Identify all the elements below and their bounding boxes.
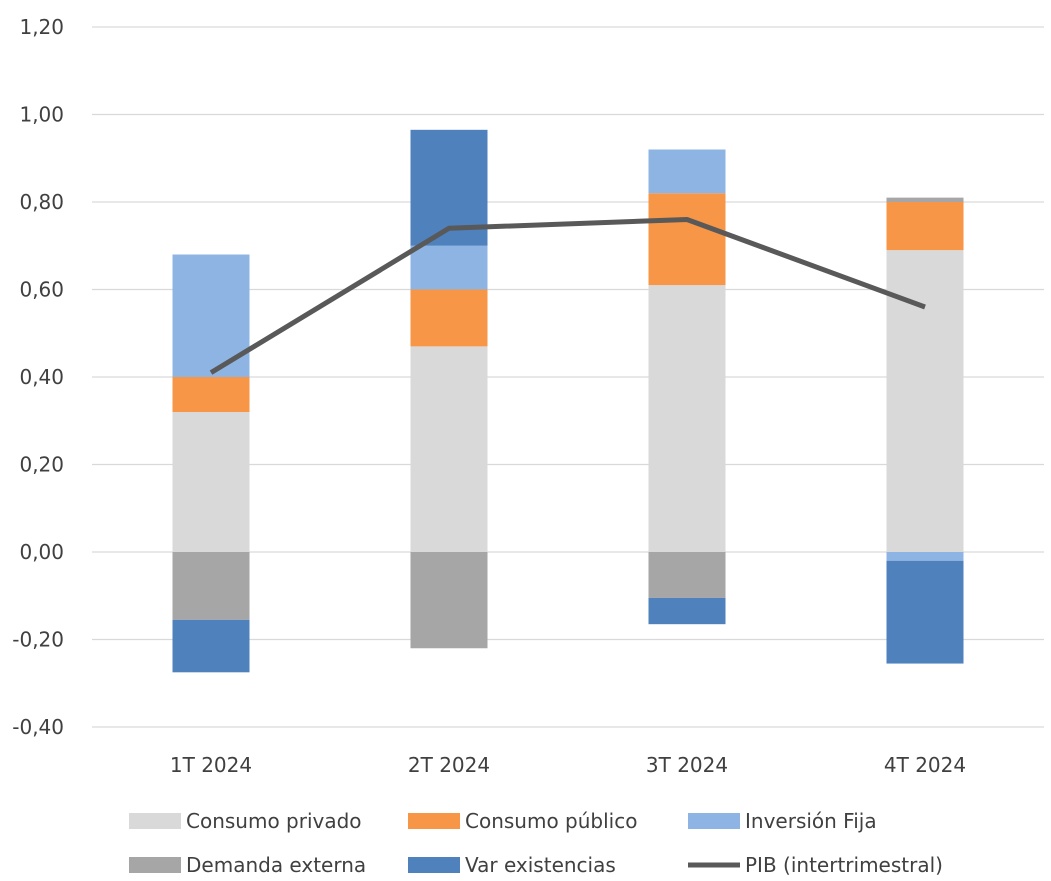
- y-tick-label: 1,20: [19, 15, 64, 39]
- legend-swatch-var-existencias: [408, 857, 460, 873]
- bar-segment-var-existencias: [172, 619, 250, 673]
- bar-segment-inversion-fija: [886, 552, 964, 561]
- y-axis-tick-labels: -0,40 -0,20 0,00 0,20 0,40 0,60 0,80 1,00 1,20: [12, 15, 64, 739]
- bar-segment-consumo-publico: [410, 289, 488, 347]
- legend-swatch-consumo-privado: [129, 813, 181, 829]
- gdp-line-series: [209, 217, 926, 375]
- legend-swatch-consumo-publico: [408, 813, 460, 829]
- bar-segment-demanda-externa: [886, 197, 964, 202]
- legend-label-demanda-externa: Demanda externa: [186, 853, 366, 877]
- y-tick-label: 1,00: [19, 103, 64, 127]
- bar-segment-var-existencias: [886, 560, 964, 664]
- legend-label-inversion-fija: Inversión Fija: [745, 809, 877, 833]
- bar-segment-inversion-fija: [410, 245, 488, 290]
- x-tick-label: 2T 2024: [408, 753, 490, 777]
- bar-segment-consumo-privado: [886, 250, 964, 552]
- y-tick-label: 0,40: [19, 365, 64, 389]
- stacked-bars: [172, 129, 964, 673]
- bar-segment-demanda-externa: [172, 552, 250, 620]
- y-tick-label: 0,80: [19, 190, 64, 214]
- legend-label-pib-intertrimestral: PIB (intertrimestral): [745, 853, 943, 877]
- gridlines: [92, 26, 1044, 728]
- x-axis-tick-labels: 1T 2024 2T 2024 3T 2024 4T 2024: [170, 753, 966, 777]
- bar-segment-inversion-fija: [648, 149, 726, 194]
- bar-segment-consumo-publico: [648, 193, 726, 286]
- bar-segment-demanda-externa: [410, 552, 488, 649]
- legend-label-consumo-publico: Consumo público: [465, 809, 637, 833]
- bar-segment-consumo-publico: [172, 377, 250, 412]
- y-tick-label: 0,60: [19, 278, 64, 302]
- bar-segment-var-existencias: [648, 597, 726, 625]
- x-tick-label: 4T 2024: [884, 753, 966, 777]
- x-tick-label: 1T 2024: [170, 753, 252, 777]
- line-pib-intertrimestral: [209, 217, 926, 375]
- legend-swatch-inversion-fija: [688, 813, 740, 829]
- y-tick-label: -0,20: [12, 628, 64, 652]
- bar-segment-consumo-privado: [172, 412, 250, 552]
- y-tick-label: 0,20: [19, 453, 64, 477]
- bar-segment-demanda-externa: [648, 552, 726, 598]
- y-tick-label: 0,00: [19, 540, 64, 564]
- legend-label-consumo-privado: Consumo privado: [186, 809, 362, 833]
- bar-segment-consumo-privado: [648, 285, 726, 552]
- legend: Consumo privado Consumo público Inversión …: [129, 809, 943, 877]
- bar-segment-consumo-publico: [886, 202, 964, 251]
- legend-label-var-existencias: Var existencias: [465, 853, 616, 877]
- legend-swatch-demanda-externa: [129, 857, 181, 873]
- bar-segment-consumo-privado: [410, 346, 488, 552]
- y-tick-label: -0,40: [12, 715, 64, 739]
- x-tick-label: 3T 2024: [646, 753, 728, 777]
